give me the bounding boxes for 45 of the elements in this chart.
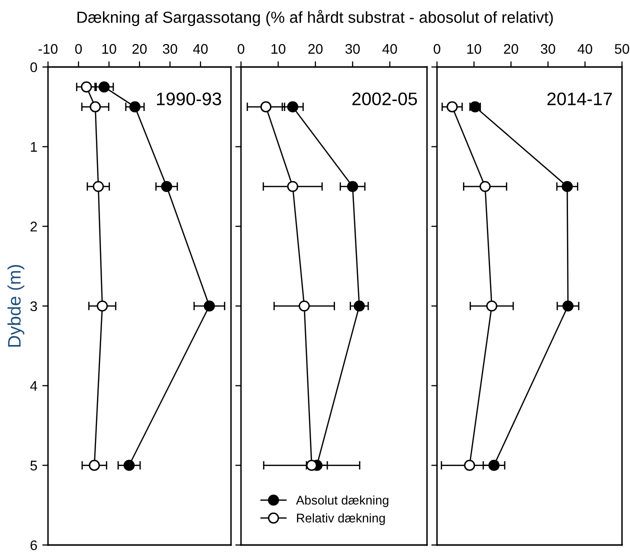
- point: [347, 180, 358, 192]
- x-tick-label: 0: [434, 44, 440, 54]
- point: [562, 180, 573, 192]
- x-tick-label: 40: [193, 44, 208, 54]
- x-tick-label: 10: [102, 44, 116, 54]
- x-tick-label: 40: [382, 44, 397, 54]
- y-tick-label: 1: [30, 142, 37, 152]
- point: [446, 101, 458, 112]
- x-tick-label: 10: [272, 44, 286, 54]
- legend-label: Absolut dækning: [296, 495, 388, 508]
- x-tick-label: 20: [132, 44, 147, 54]
- y-tick-label: 5: [30, 460, 37, 471]
- point: [287, 101, 298, 112]
- x-tick-label: 30: [162, 44, 178, 54]
- y-tick-label: 2: [30, 222, 37, 232]
- point: [562, 300, 574, 312]
- y-tick-label: 6: [30, 540, 37, 550]
- point: [488, 460, 500, 471]
- point: [464, 460, 476, 471]
- x-tick-label: 20: [504, 44, 518, 54]
- y-tick-label: 3: [30, 301, 37, 312]
- point: [354, 300, 365, 312]
- text: Dækning af Sargassotang (% af hårdt substrat - abosolut of relativt): [78, 10, 553, 26]
- point: [486, 300, 498, 312]
- point: [287, 180, 298, 192]
- point: [260, 101, 272, 112]
- x-tick-label: 30: [540, 44, 556, 54]
- x-tick-label: -10: [38, 44, 58, 54]
- x-tick-label: 0: [75, 44, 82, 54]
- x-tick-label: 0: [238, 44, 244, 54]
- annotation: 2002-05: [352, 92, 417, 106]
- y-tick-label: 4: [30, 381, 38, 391]
- annotation: 2014-17: [547, 92, 612, 106]
- legend-label: Relativ dækning: [297, 513, 385, 525]
- y-axis-title: Dybde (m): [7, 264, 24, 347]
- x-tick-label: 40: [578, 44, 592, 54]
- point: [298, 300, 310, 312]
- point: [306, 460, 318, 471]
- x-tick-label: 20: [308, 44, 323, 54]
- point: [480, 180, 491, 192]
- x-tick-label: 10: [467, 44, 482, 54]
- y-tick-label: 0: [30, 62, 38, 72]
- x-tick-label: 50: [614, 44, 630, 54]
- x-tick-label: 30: [345, 44, 360, 54]
- annotation: 1990-93: [156, 92, 222, 106]
